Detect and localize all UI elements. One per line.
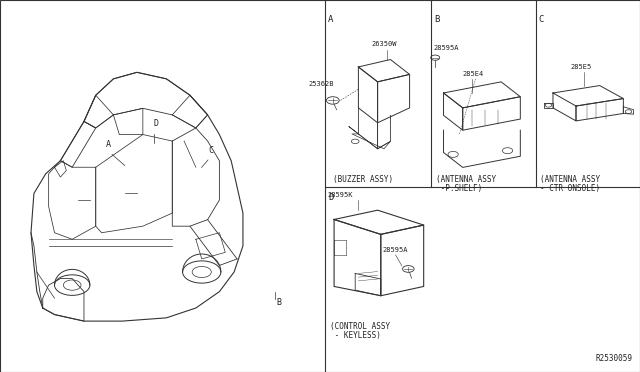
- Text: (ANTENNA ASSY: (ANTENNA ASSY: [540, 175, 600, 184]
- Text: 285E4: 285E4: [463, 71, 484, 77]
- Text: 25362B: 25362B: [308, 81, 334, 87]
- Text: (BUZZER ASSY): (BUZZER ASSY): [333, 175, 393, 184]
- Text: B: B: [276, 298, 281, 307]
- Text: - CTR ONSOLE): - CTR ONSOLE): [540, 184, 600, 193]
- Text: A: A: [328, 15, 333, 24]
- Text: 28595K: 28595K: [328, 192, 353, 198]
- Text: 285E5: 285E5: [571, 64, 592, 70]
- Text: 28595A: 28595A: [434, 45, 460, 51]
- Text: 26350W: 26350W: [371, 42, 397, 48]
- Text: -P.SHELF): -P.SHELF): [436, 184, 483, 193]
- Text: A: A: [106, 140, 111, 149]
- Text: C: C: [538, 15, 543, 24]
- Text: B: B: [434, 15, 439, 24]
- Text: 28595A: 28595A: [383, 247, 408, 253]
- Text: (CONTROL ASSY: (CONTROL ASSY: [330, 322, 390, 331]
- Text: D: D: [328, 193, 333, 202]
- Text: R2530059: R2530059: [595, 354, 632, 363]
- Text: D: D: [153, 119, 158, 128]
- Text: C: C: [209, 145, 214, 154]
- Text: - KEYLESS): - KEYLESS): [330, 331, 380, 340]
- Text: (ANTENNA ASSY: (ANTENNA ASSY: [436, 175, 497, 184]
